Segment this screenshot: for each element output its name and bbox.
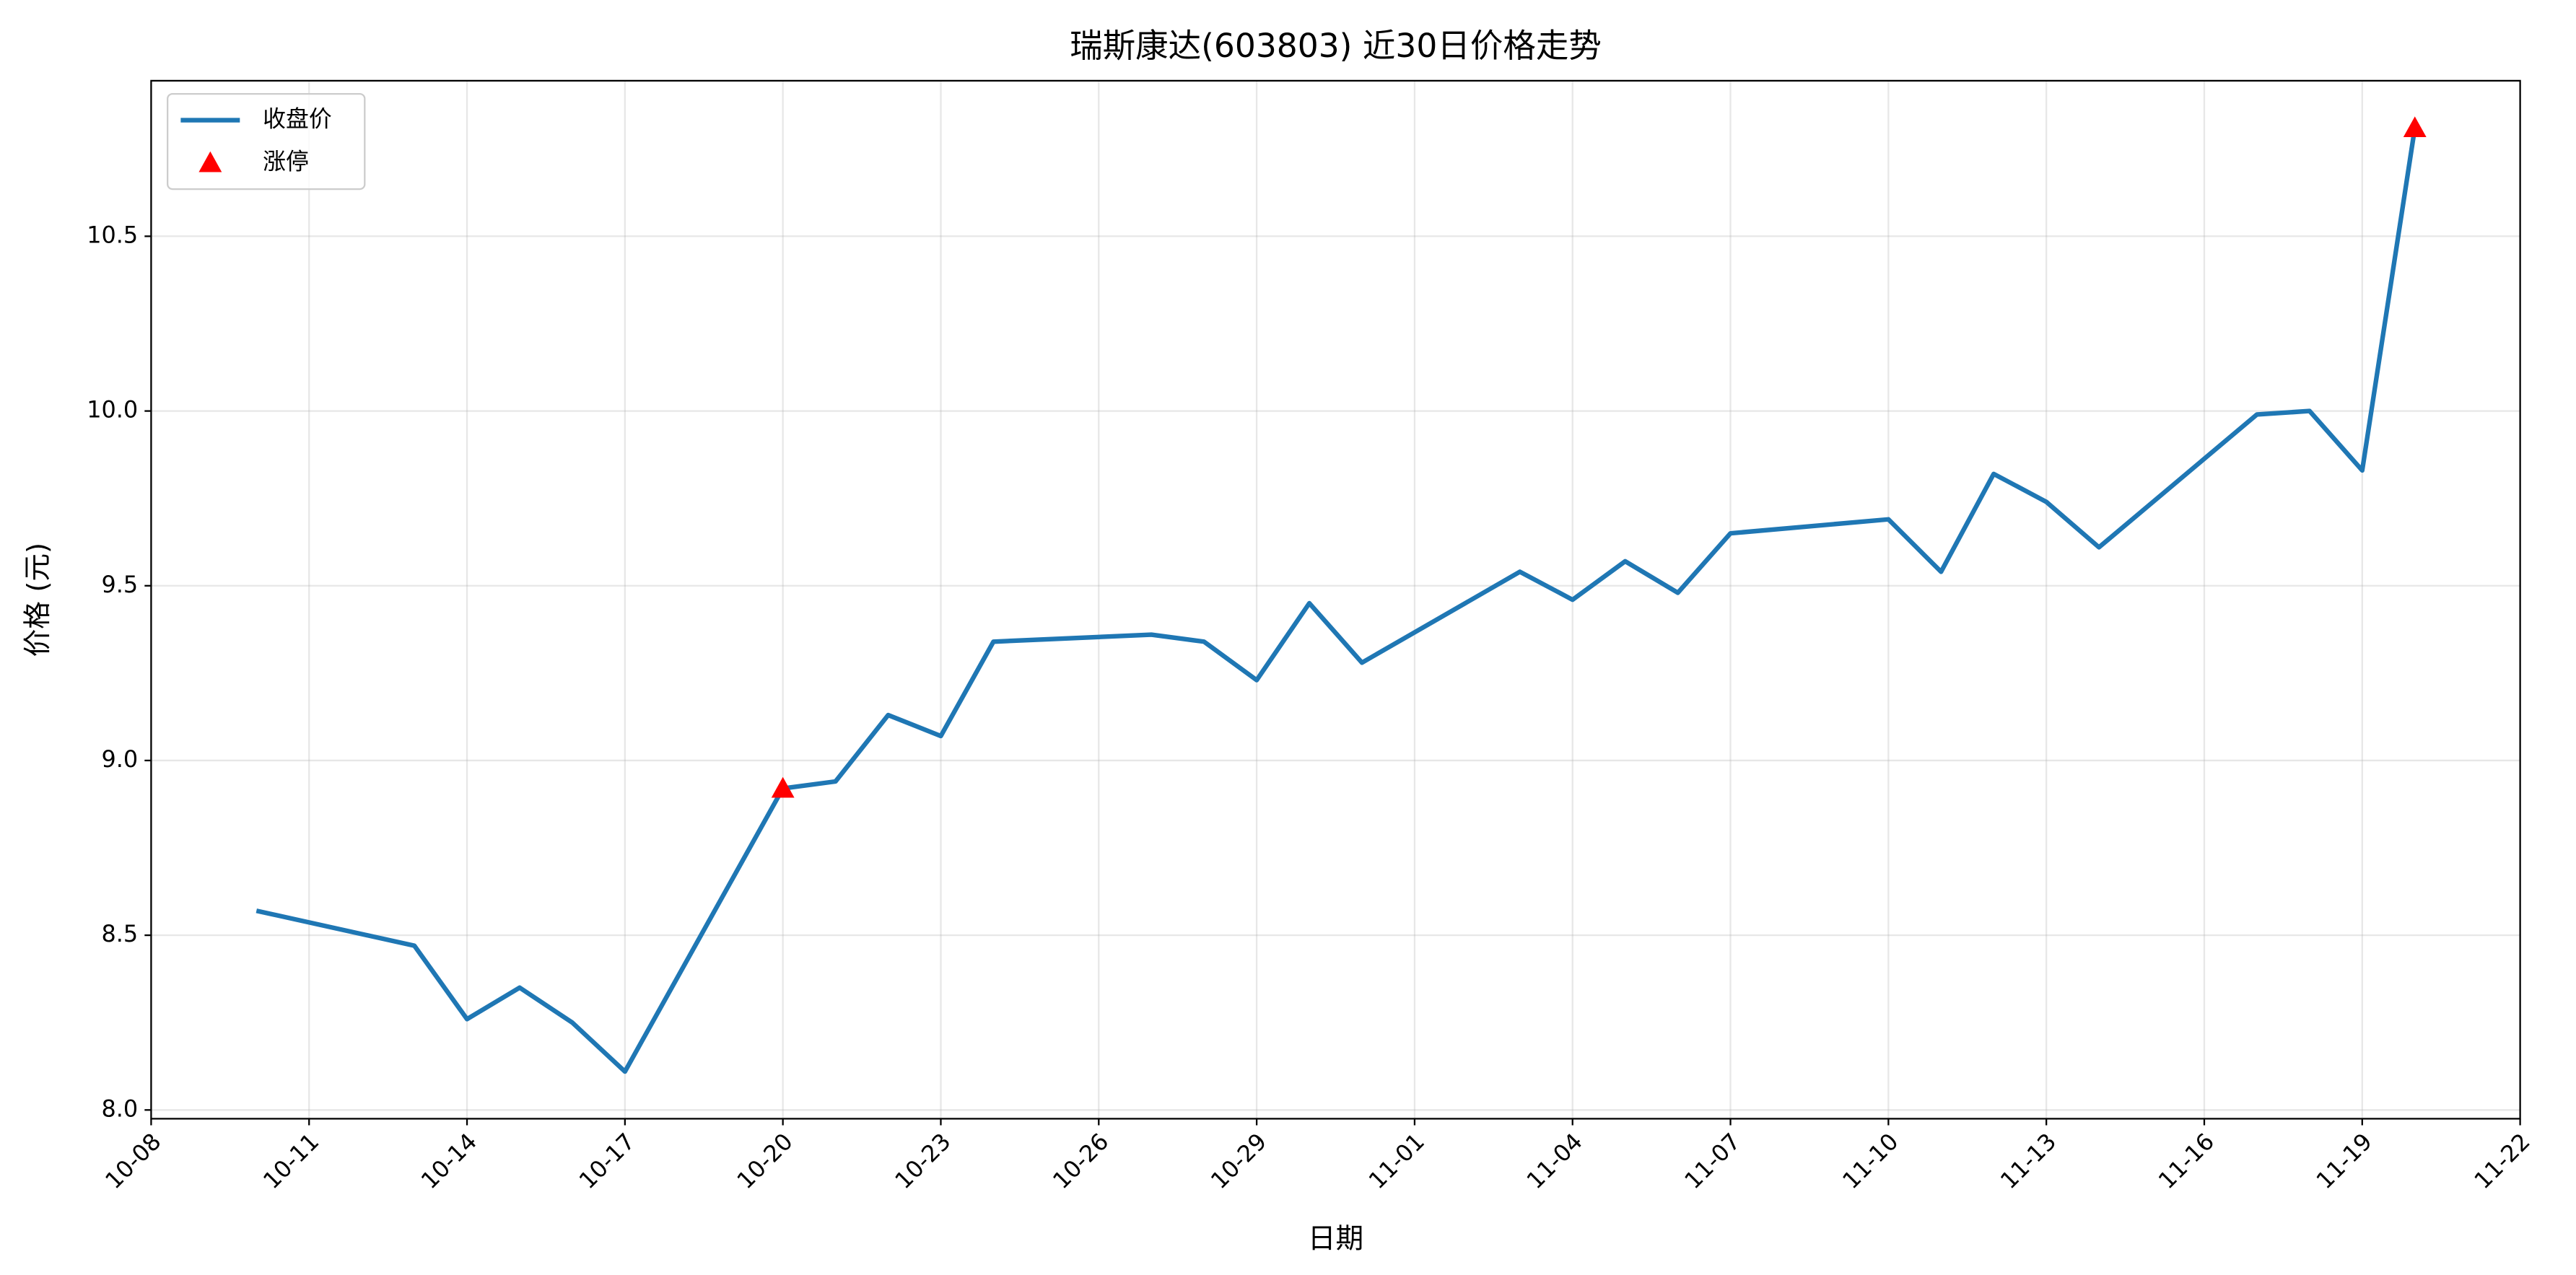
x-tick-label: 11-04: [1521, 1128, 1588, 1194]
x-tick-label: 10-08: [100, 1128, 166, 1194]
y-tick-label: 10.5: [87, 221, 138, 248]
plot-frame: [150, 79, 2521, 1120]
y-tick-label: 10.0: [87, 396, 138, 424]
x-tick-label: 11-16: [2153, 1128, 2219, 1194]
legend-label: 涨停: [263, 148, 309, 175]
limit-up-marker: [771, 776, 795, 798]
x-tick-label: 10-14: [416, 1128, 482, 1194]
x-tick-label: 11-07: [1679, 1128, 1745, 1194]
y-tick-label: 8.5: [102, 920, 139, 947]
x-tick-label: 11-13: [1995, 1128, 2061, 1194]
y-tick-label: 8.0: [102, 1095, 139, 1122]
x-tick-label: 10-11: [258, 1128, 324, 1194]
x-tick-label: 10-29: [1205, 1128, 1272, 1194]
y-tick-label: 9.0: [102, 745, 139, 773]
x-tick-label: 10-26: [1047, 1128, 1114, 1194]
legend-label: 收盘价: [263, 105, 332, 133]
x-tick-label: 10-17: [574, 1128, 640, 1194]
price-line: [256, 127, 2417, 1074]
y-tick-label: 9.5: [102, 571, 139, 598]
limit-up-marker: [2403, 116, 2427, 138]
legend-marker: [198, 151, 222, 172]
x-tick-label: 10-23: [889, 1128, 956, 1194]
x-tick-label: 10-20: [731, 1128, 798, 1194]
chart-title: 瑞斯康达(603803) 近30日价格走势: [1070, 27, 1602, 65]
x-tick-label: 11-19: [2311, 1128, 2378, 1194]
x-tick-label: 11-10: [1837, 1128, 1903, 1194]
x-axis-label: 日期: [1308, 1222, 1363, 1255]
y-axis-label: 价格 (元): [22, 543, 54, 657]
x-tick-label: 11-01: [1363, 1128, 1430, 1194]
x-tick-label: 11-22: [2468, 1128, 2535, 1194]
